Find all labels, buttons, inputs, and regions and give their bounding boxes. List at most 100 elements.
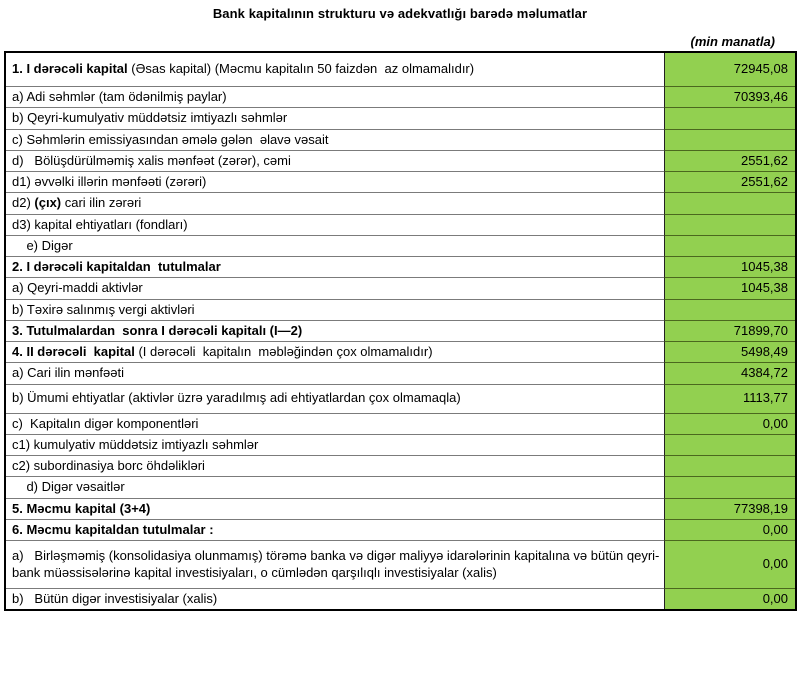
row-label-segment: a) Cari ilin mənfəəti [12, 365, 124, 381]
row-label-bold-segment: 3. Tutulmalardan sonra I dərəcəli kapita… [12, 322, 303, 338]
table-row: 6. Məcmu kapitaldan tutulmalar : 0,00 [6, 519, 795, 541]
row-label-segment: c) Səhmlərin emissiyasından əmələ gələn … [12, 131, 329, 147]
row-label-segment: (I dərəcəli kapitalın məbləğindən çox ol… [134, 344, 433, 359]
row-value [664, 299, 795, 321]
row-label-bold-segment: 5. Məcmu kapital (3+4) [12, 500, 151, 516]
row-label: c2) subordinasiya borc öhdəlikləri [6, 456, 664, 478]
row-label: d3) kapital ehtiyatları (fondları) [6, 214, 664, 236]
row-label-segment: c2) subordinasiya borc öhdəlikləri [12, 458, 205, 473]
row-label-segment: a) Birləşməmiş (konsolidasiya olunmamış)… [12, 548, 660, 580]
table-row: b) Qeyri-kumulyativ müddətsiz imtiyazlı … [6, 108, 795, 130]
row-value [664, 108, 795, 130]
table-row: d3) kapital ehtiyatları (fondları) [6, 214, 795, 236]
row-value: 0,00 [664, 413, 795, 435]
row-label: c) Kapitalın digər komponentləri [6, 413, 664, 435]
row-label-segment: b) Ümumi ehtiyatlar (aktivlər üzrə yarad… [12, 390, 461, 406]
table-row: 4. II dərəcəli kapital (I dərəcəli kapit… [6, 342, 795, 364]
row-label-segment: e) Digər [12, 237, 73, 253]
unit-note: (min manatla) [690, 34, 775, 49]
row-label-segment: (Əsas kapital) (Məcmu kapitalın 50 faizd… [127, 61, 475, 77]
table-row: d2) (çıx) cari ilin zərəri [6, 193, 795, 215]
row-value: 0,00 [664, 519, 795, 541]
row-label-segment: c1) kumulyativ müddətsiz imtiyazlı səhml… [12, 436, 259, 452]
row-label: c1) kumulyativ müddətsiz imtiyazlı səhml… [6, 434, 664, 456]
row-label-bold-segment: 4. II dərəcəli kapital [12, 344, 135, 359]
row-label: 6. Məcmu kapitaldan tutulmalar : [6, 519, 664, 541]
table-row: c2) subordinasiya borc öhdəlikləri [6, 456, 795, 478]
table-row: a) Cari ilin mənfəəti 4384,72 [6, 363, 795, 385]
row-value [664, 214, 795, 236]
row-label: a) Cari ilin mənfəəti [6, 363, 664, 385]
row-label: b) Bütün digər investisiyalar (xalis) [6, 589, 664, 610]
row-value: 1045,38 [664, 257, 795, 279]
page-title: Bank kapitalının strukturu və adekvatlığ… [212, 6, 588, 21]
row-label: e) Digər [6, 235, 664, 257]
row-label: a) Qeyri-maddi aktivlər [6, 278, 664, 300]
row-label-segment: d2) [12, 195, 35, 211]
row-value: 72945,08 [664, 53, 795, 87]
row-value: 1045,38 [664, 278, 795, 300]
table-row: 2. I dərəcəli kapitaldan tutulmalar 1045,… [6, 257, 795, 279]
row-label: a) Adi səhmlər (tam ödənilmiş paylar) [6, 87, 664, 109]
row-value [664, 434, 795, 456]
row-value: 5498,49 [664, 342, 795, 364]
row-label-segment: b) Bütün digər investisiyalar (xalis) [12, 591, 218, 606]
row-label: 4. II dərəcəli kapital (I dərəcəli kapit… [6, 342, 664, 364]
row-label-bold-segment: 6. Məcmu kapitaldan tutulmalar : [12, 521, 214, 537]
row-label: b) Qeyri-kumulyativ müddətsiz imtiyazlı … [6, 108, 664, 130]
table-row: b) Təxirə salınmış vergi aktivləri [6, 299, 795, 321]
row-label-segment: c) Kapitalın digər komponentləri [12, 415, 199, 431]
table-row: c) Səhmlərin emissiyasından əmələ gələn … [6, 129, 795, 151]
row-label-segment: d3) kapital ehtiyatları (fondları) [12, 216, 188, 232]
row-value [664, 456, 795, 478]
row-value: 70393,46 [664, 87, 795, 109]
table-row: b) Ümumi ehtiyatlar (aktivlər üzrə yarad… [6, 384, 795, 414]
row-label: b) Təxirə salınmış vergi aktivləri [6, 299, 664, 321]
row-label-bold-segment: 2. I dərəcəli kapitaldan tutulmalar [12, 259, 221, 274]
table-row: 3. Tutulmalardan sonra I dərəcəli kapita… [6, 320, 795, 342]
row-value [664, 235, 795, 257]
row-label: 5. Məcmu kapital (3+4) [6, 498, 664, 520]
row-label-segment: d) Bölüşdürülməmiş xalis mənfəət (zərər)… [12, 152, 291, 168]
row-label-segment: d1) əvvəlki illərin mənfəəti (zərəri) [12, 174, 207, 189]
row-label-bold-segment: 1. I dərəcəli kapital [12, 61, 128, 77]
row-label: c) Səhmlərin emissiyasından əmələ gələn … [6, 129, 664, 151]
row-value [664, 477, 795, 499]
row-label-segment: cari ilin zərəri [61, 195, 142, 211]
table-row: a) Birləşməmiş (konsolidasiya olunmamış)… [6, 541, 795, 589]
row-value: 0,00 [664, 541, 795, 589]
row-value: 77398,19 [664, 498, 795, 520]
table-row: d) Bölüşdürülməmiş xalis mənfəət (zərər)… [6, 150, 795, 172]
table-row: d) Digər vəsaitlər [6, 477, 795, 499]
row-label-segment: d) Digər vəsaitlər [12, 479, 125, 495]
table-row: b) Bütün digər investisiyalar (xalis) 0,0… [6, 589, 795, 610]
row-value: 2551,62 [664, 172, 795, 194]
row-value: 4384,72 [664, 363, 795, 385]
row-label: d1) əvvəlki illərin mənfəəti (zərəri) [6, 172, 664, 194]
row-value: 2551,62 [664, 150, 795, 172]
row-value: 71899,70 [664, 320, 795, 342]
row-label-bold-segment: (çıx) [34, 195, 62, 211]
capital-table-body: 1. I dərəcəli kapital (Əsas kapital) (Mə… [6, 53, 795, 610]
row-label-segment: b) Təxirə salınmış vergi aktivləri [12, 301, 195, 317]
row-label-segment: a) Adi səhmlər (tam ödənilmiş paylar) [12, 89, 227, 104]
capital-table: 1. I dərəcəli kapital (Əsas kapital) (Mə… [4, 51, 797, 612]
row-value: 1113,77 [664, 384, 795, 414]
row-label: b) Ümumi ehtiyatlar (aktivlər üzrə yarad… [6, 384, 664, 414]
row-value: 0,00 [664, 589, 795, 610]
table-row: d1) əvvəlki illərin mənfəəti (zərəri) 255… [6, 172, 795, 194]
table-row: a) Qeyri-maddi aktivlər 1045,38 [6, 278, 795, 300]
table-row: c) Kapitalın digər komponentləri 0,00 [6, 413, 795, 435]
row-value [664, 193, 795, 215]
row-label-segment: a) Qeyri-maddi aktivlər [12, 280, 143, 296]
row-label: d2) (çıx) cari ilin zərəri [6, 193, 664, 215]
table-row: c1) kumulyativ müddətsiz imtiyazlı səhml… [6, 434, 795, 456]
row-label: 2. I dərəcəli kapitaldan tutulmalar [6, 257, 664, 279]
table-row: a) Adi səhmlər (tam ödənilmiş paylar) 703… [6, 87, 795, 109]
table-row: 5. Məcmu kapital (3+4) 77398,19 [6, 498, 795, 520]
row-label: a) Birləşməmiş (konsolidasiya olunmamış)… [6, 541, 664, 589]
table-row: e) Digər [6, 235, 795, 257]
row-label: d) Bölüşdürülməmiş xalis mənfəət (zərər)… [6, 150, 664, 172]
row-label: 3. Tutulmalardan sonra I dərəcəli kapita… [6, 320, 664, 342]
